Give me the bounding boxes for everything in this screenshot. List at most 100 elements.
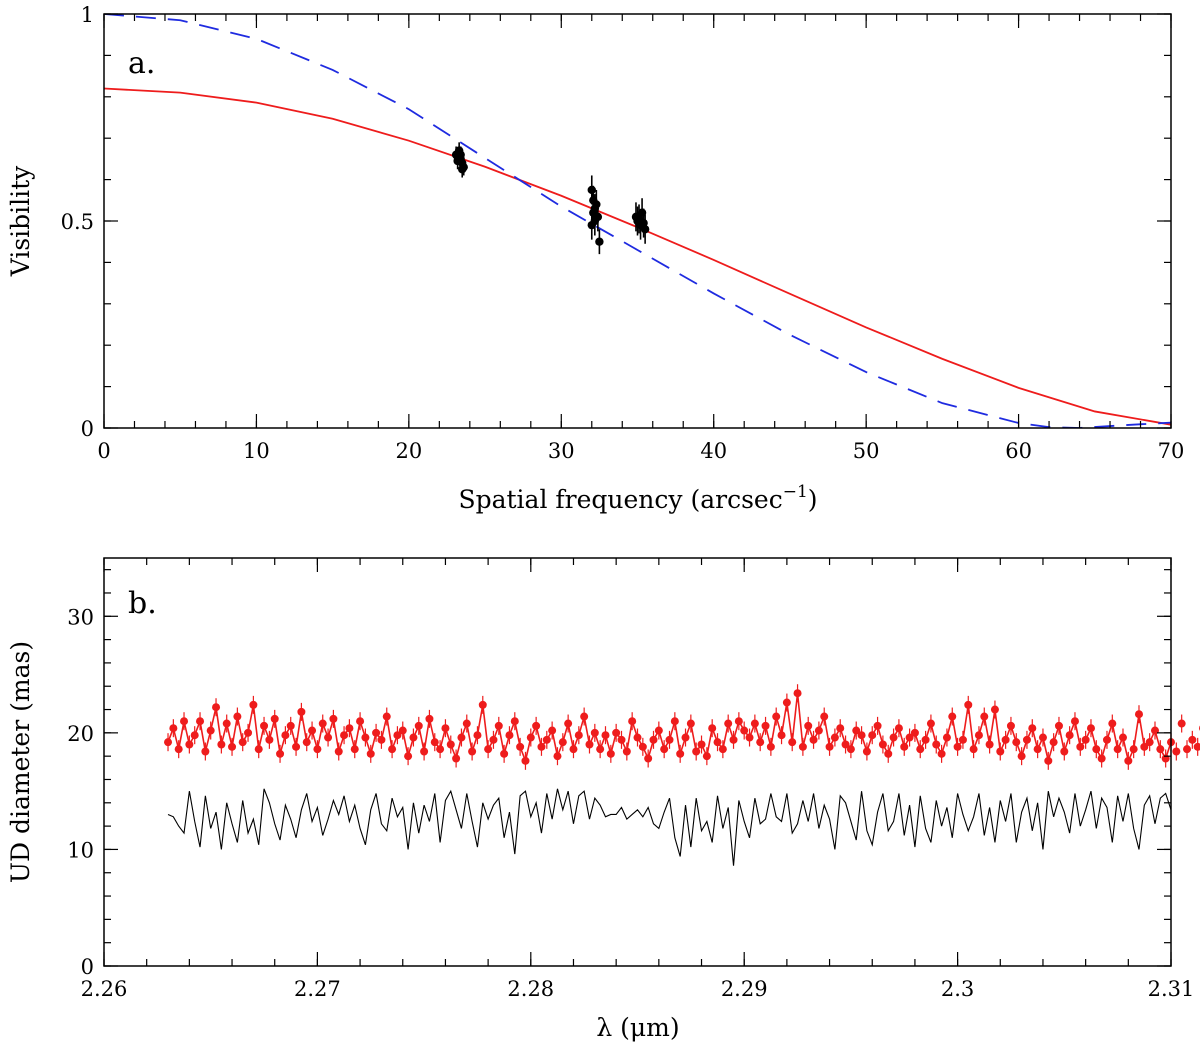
- b-data-marker: [974, 731, 983, 740]
- b-data-marker: [281, 731, 290, 740]
- b-data-marker: [862, 747, 871, 756]
- b-data-marker: [873, 721, 882, 730]
- b-data-marker: [788, 738, 797, 747]
- b-data-marker: [425, 714, 434, 723]
- b-data-marker: [708, 724, 717, 733]
- b-data-marker: [558, 738, 567, 747]
- b-data-marker: [724, 719, 733, 728]
- panel-a-visibility-plot: 0 10 20 30 40 50 60 70 0 0.5 1 a. Spatial frequenc…: [6, 3, 1184, 514]
- b-data-marker: [697, 740, 706, 749]
- b-data-marker: [196, 717, 205, 726]
- b-data-marker: [681, 733, 690, 742]
- b-x-tick-label: 2.31: [1148, 977, 1195, 1001]
- b-data-marker: [782, 698, 791, 707]
- b-data-marker: [1076, 742, 1085, 751]
- b-data-marker: [884, 749, 893, 758]
- b-data-marker: [212, 703, 221, 712]
- panel-b-ylabel: UD diameter (mas): [6, 641, 35, 883]
- b-data-marker: [1140, 742, 1149, 751]
- b-data-marker: [1129, 745, 1138, 754]
- a-data-point: [587, 185, 596, 195]
- b-data-marker: [254, 745, 263, 754]
- b-data-marker: [793, 689, 802, 698]
- b-data-marker: [169, 724, 178, 733]
- b-data-marker: [1102, 735, 1111, 744]
- b-data-marker: [734, 717, 743, 726]
- b-data-marker: [276, 749, 285, 758]
- a-x-tick-label: 10: [243, 439, 270, 463]
- b-data-marker: [233, 712, 242, 721]
- b-data-marker: [1183, 745, 1192, 754]
- b-data-marker: [308, 726, 317, 735]
- b-data-marker: [302, 738, 311, 747]
- b-data-marker: [441, 724, 450, 733]
- b-data-marker: [1108, 719, 1117, 728]
- b-data-marker: [980, 712, 989, 721]
- b-data-marker: [1001, 735, 1010, 744]
- b-data-marker: [382, 712, 391, 721]
- a-data-point: [587, 220, 596, 230]
- b-data-marker: [249, 700, 258, 709]
- b-data-marker: [868, 731, 877, 740]
- b-data-marker: [798, 742, 807, 751]
- b-data-marker: [489, 735, 498, 744]
- a-x-tick-label: 30: [548, 439, 575, 463]
- b-data-marker: [1022, 735, 1031, 744]
- b-data-marker: [942, 733, 951, 742]
- b-data-marker: [713, 738, 722, 747]
- b-data-marker: [772, 712, 781, 721]
- a-data-point: [590, 204, 600, 213]
- b-x-tick-label: 2.28: [507, 977, 554, 1001]
- a-data-point: [458, 165, 467, 174]
- b-data-marker: [1038, 733, 1047, 742]
- b-data-marker: [878, 740, 887, 749]
- b-data-marker: [686, 719, 695, 728]
- b-data-marker: [164, 738, 173, 747]
- a-x-tick-label: 20: [395, 439, 422, 463]
- b-data-marker: [1065, 731, 1074, 740]
- panel-a-ticks: 0 10 20 30 40 50 60 70 0 0.5 1: [61, 3, 1185, 463]
- b-y-tick-label: 10: [67, 838, 94, 862]
- b-data-marker: [841, 740, 850, 749]
- b-data-marker: [228, 742, 237, 751]
- b-data-marker: [985, 740, 994, 749]
- b-data-marker: [830, 733, 839, 742]
- b-data-marker: [564, 719, 573, 728]
- b-data-marker: [521, 756, 530, 765]
- b-data-marker: [329, 714, 338, 723]
- b-data-marker: [996, 747, 1005, 756]
- b-data-marker: [953, 742, 962, 751]
- b-data-marker: [1092, 745, 1101, 754]
- a-series-line-1: [104, 14, 1171, 428]
- b-x-tick-label: 2.29: [721, 977, 768, 1001]
- b-data-marker: [745, 733, 754, 742]
- b-data-marker: [1177, 719, 1186, 728]
- b-data-marker: [1049, 738, 1058, 747]
- b-data-marker: [916, 745, 925, 754]
- b-data-marker: [478, 700, 487, 709]
- b-data-marker: [222, 719, 231, 728]
- b-data-marker: [692, 747, 701, 756]
- b-data-marker: [356, 717, 365, 726]
- b-data-marker: [649, 735, 658, 744]
- b-y-tick-label: 30: [67, 605, 94, 629]
- b-data-marker: [1097, 754, 1106, 763]
- panel-b-frame: [103, 557, 1172, 967]
- b-data-marker: [484, 745, 493, 754]
- b-data-marker: [473, 731, 482, 740]
- b-data-marker: [590, 728, 599, 737]
- a-y-tick-label: 0: [81, 417, 94, 441]
- b-data-marker: [206, 726, 215, 735]
- b-data-marker: [612, 728, 621, 737]
- panel-b-ticks: 2.26 2.27 2.28 2.29 2.3 2.31 0 10 20 30: [67, 558, 1194, 1001]
- b-data-marker: [494, 721, 503, 730]
- b-data-marker: [569, 745, 578, 754]
- b-data-marker: [964, 700, 973, 709]
- b-data-marker: [718, 745, 727, 754]
- b-data-marker: [1193, 742, 1200, 751]
- b-data-marker: [1145, 738, 1154, 747]
- panel-a-label: a.: [128, 46, 155, 81]
- a-data-point: [639, 218, 648, 228]
- b-data-marker: [340, 731, 349, 740]
